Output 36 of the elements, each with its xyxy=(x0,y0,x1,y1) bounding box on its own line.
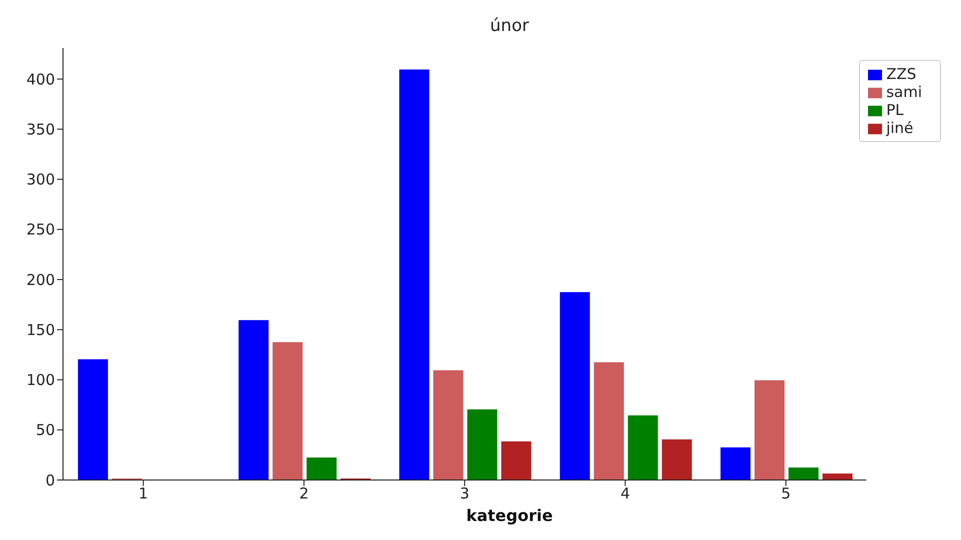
bar xyxy=(822,472,854,480)
bar xyxy=(720,446,752,480)
legend-label: sami xyxy=(886,83,922,101)
x-tick-label: 3 xyxy=(460,484,470,503)
bar xyxy=(788,466,820,480)
bar xyxy=(466,408,498,480)
bar xyxy=(306,456,338,480)
bar xyxy=(660,438,693,480)
y-tick-label: 50 xyxy=(36,421,55,440)
bar xyxy=(398,68,430,480)
y-tick-label: 100 xyxy=(26,371,55,390)
y-tick-label: 200 xyxy=(26,270,55,289)
bar xyxy=(238,319,270,480)
y-tick-label: 0 xyxy=(45,471,55,490)
y-tick-label: 300 xyxy=(26,170,55,189)
legend-label: ZZS xyxy=(886,65,916,83)
bar xyxy=(500,440,532,480)
y-tick-label: 400 xyxy=(26,70,55,88)
bar xyxy=(558,291,591,480)
y-tick-label: 250 xyxy=(26,220,55,239)
x-tick-label: 1 xyxy=(138,484,148,503)
y-tick-label: 150 xyxy=(26,320,55,339)
x-tick-label: 5 xyxy=(781,484,791,503)
bar xyxy=(272,341,304,480)
x-tick-label: 4 xyxy=(620,484,630,503)
bar xyxy=(754,379,786,480)
bar xyxy=(592,361,625,480)
legend-label: PL xyxy=(886,101,904,119)
bar xyxy=(626,414,659,480)
y-tick-label: 350 xyxy=(26,120,55,139)
bar xyxy=(432,369,464,480)
bar xyxy=(76,358,109,480)
x-axis-title: kategorie xyxy=(465,506,554,525)
x-tick-label: 2 xyxy=(299,484,309,503)
chart-title: únor xyxy=(489,16,530,36)
legend-label: jiné xyxy=(886,119,914,137)
